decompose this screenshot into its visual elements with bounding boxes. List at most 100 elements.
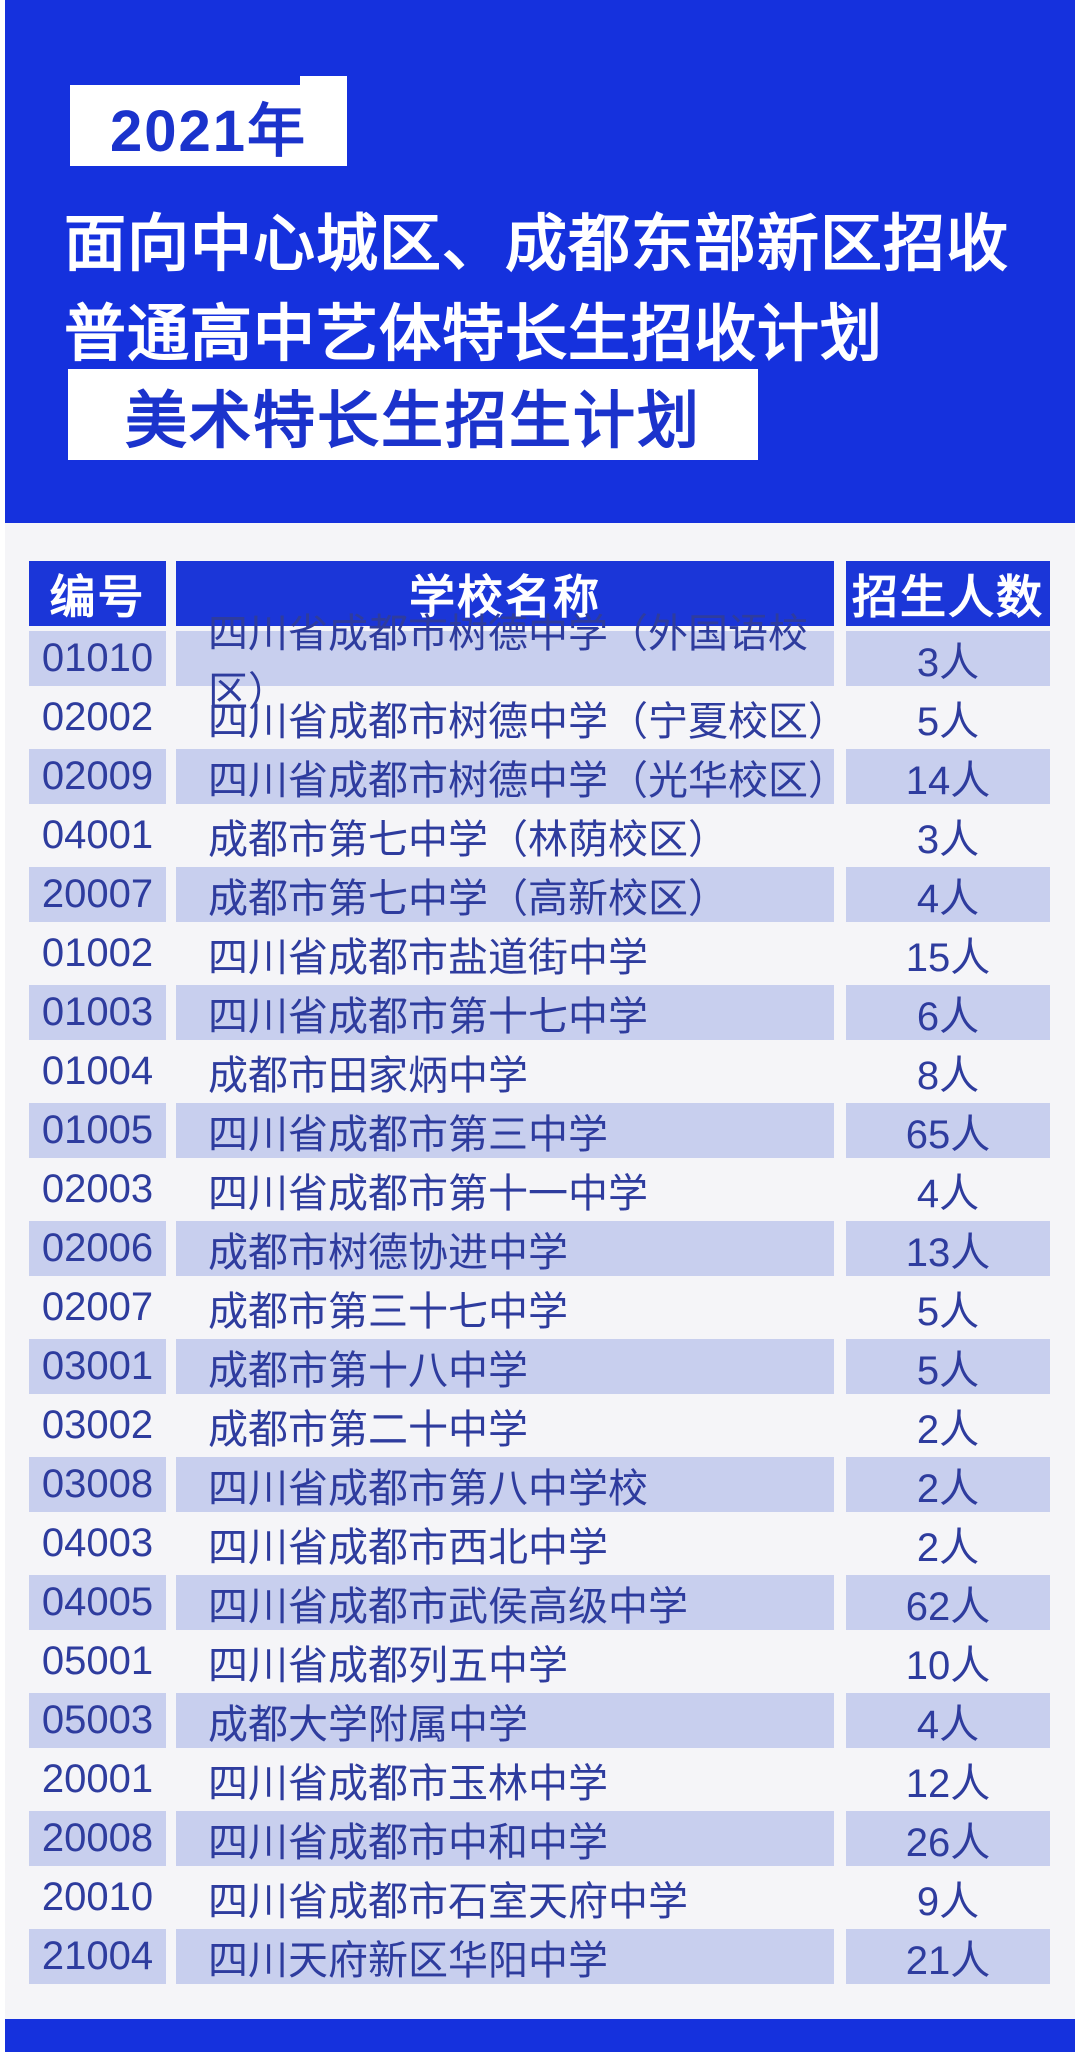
column-gutter: [166, 1101, 176, 1160]
row-school-name: 四川省成都市树德中学（外国语校区）: [176, 612, 834, 714]
row-school-name: 成都市第三十七中学: [208, 1289, 568, 1334]
column-gutter: [166, 1514, 176, 1573]
row-code: 02006: [29, 1221, 166, 1276]
column-gutter: [834, 1927, 846, 1986]
row-student-count: 5人: [846, 1339, 1050, 1394]
column-gutter: [166, 1219, 176, 1278]
column-gutter: [166, 1337, 176, 1396]
column-gutter: [834, 924, 846, 983]
hero-section: 2021年 面向中心城区、成都东部新区招收 普通高中艺体特长生招收计划 美术特长…: [0, 0, 1080, 523]
row-code: 04003: [41, 1521, 154, 1565]
column-gutter: [166, 1455, 176, 1514]
row-code: 02009: [29, 749, 166, 804]
row-code: 01002: [41, 931, 154, 975]
column-gutter: [166, 1573, 176, 1632]
column-gutter: [166, 1278, 176, 1337]
column-gutter: [834, 1278, 846, 1337]
table-row: 02009 四川省成都市树德中学（光华校区） 14人: [29, 747, 1050, 806]
row-student-count: 21人: [846, 1929, 1050, 1984]
content-area: 编号 学校名称 招生人数 01010 四川省成都市树德中学（外国语校区） 3人 020…: [0, 523, 1080, 2019]
column-header-code: 编号: [29, 561, 166, 626]
column-gutter: [166, 688, 176, 747]
row-code: 02007: [41, 1285, 154, 1329]
table-row: 20007 成都市第七中学（高新校区） 4人: [29, 865, 1050, 924]
column-gutter: [834, 1868, 846, 1927]
page-edge-right: [1075, 0, 1080, 2052]
row-code: 21004: [29, 1929, 166, 1984]
row-school-name: 成都市第七中学（高新校区）: [176, 867, 834, 922]
row-student-count: 26人: [846, 1811, 1050, 1866]
table-row: 02006 成都市树德协进中学 13人: [29, 1219, 1050, 1278]
row-school-name: 四川省成都市玉林中学: [208, 1761, 608, 1806]
row-school-name: 成都大学附属中学: [176, 1693, 834, 1748]
row-school-name: 四川天府新区华阳中学: [176, 1929, 834, 1984]
row-student-count: 15人: [905, 935, 991, 980]
column-gutter: [166, 806, 176, 865]
row-school-name: 四川省成都市石室天府中学: [208, 1879, 688, 1924]
table-header-row: 编号 学校名称 招生人数: [29, 561, 1050, 626]
row-student-count: 3人: [916, 817, 980, 862]
row-student-count: 5人: [916, 1289, 980, 1334]
table-row: 05003 成都大学附属中学 4人: [29, 1691, 1050, 1750]
column-gutter: [834, 1514, 846, 1573]
row-school-name: 四川省成都市树德中学（宁夏校区）: [208, 699, 848, 744]
column-gutter: [834, 1632, 846, 1691]
row-school-name: 成都市第二十中学: [208, 1407, 528, 1452]
column-gutter: [166, 1809, 176, 1868]
row-code: 03002: [41, 1403, 154, 1447]
row-school-name: 四川省成都列五中学: [208, 1643, 568, 1688]
table-row: 03002 成都市第二十中学 2人: [29, 1396, 1050, 1455]
column-gutter: [834, 865, 846, 924]
subtitle-badge: 美术特长生招生计划: [68, 369, 758, 460]
column-gutter: [166, 1691, 176, 1750]
row-school-name: 四川省成都市盐道街中学: [208, 935, 648, 980]
column-gutter: [166, 1396, 176, 1455]
column-gutter: [834, 1219, 846, 1278]
column-gutter: [166, 1632, 176, 1691]
table-row: 02003 四川省成都市第十一中学 4人: [29, 1160, 1050, 1219]
row-student-count: 10人: [905, 1643, 991, 1688]
row-student-count: 6人: [846, 985, 1050, 1040]
column-gutter: [834, 1691, 846, 1750]
column-gutter: [166, 1868, 176, 1927]
row-student-count: 12人: [905, 1761, 991, 1806]
table-row: 04001 成都市第七中学（林荫校区） 3人: [29, 806, 1050, 865]
table-row: 04005 四川省成都市武侯高级中学 62人: [29, 1573, 1050, 1632]
column-gutter: [166, 1042, 176, 1101]
column-gutter: [834, 1750, 846, 1809]
row-student-count: 4人: [846, 867, 1050, 922]
row-code: 02003: [41, 1167, 154, 1211]
table-row: 01010 四川省成都市树德中学（外国语校区） 3人: [29, 612, 1050, 714]
page-edge-left: [0, 0, 5, 2052]
row-code: 20008: [29, 1811, 166, 1866]
column-header-school: 学校名称: [176, 561, 834, 626]
column-gutter: [834, 747, 846, 806]
row-code: 01010: [29, 631, 166, 686]
table-row: 04003 四川省成都市西北中学 2人: [29, 1514, 1050, 1573]
table-row: 20008 四川省成都市中和中学 26人: [29, 1809, 1050, 1868]
column-gutter: [166, 983, 176, 1042]
column-header-count: 招生人数: [846, 561, 1050, 626]
table-row: 01004 成都市田家炳中学 8人: [29, 1042, 1050, 1101]
row-code: 03001: [29, 1339, 166, 1394]
footer-bar: [0, 2019, 1080, 2052]
row-student-count: 4人: [846, 1693, 1050, 1748]
row-code: 01004: [41, 1049, 154, 1093]
poster-title-line1: 面向中心城区、成都东部新区招收: [64, 210, 1010, 279]
poster-title-line2: 普通高中艺体特长生招收计划: [64, 300, 884, 369]
table-row: 03008 四川省成都市第八中学校 2人: [29, 1455, 1050, 1514]
table-row: 02002 四川省成都市树德中学（宁夏校区） 5人: [29, 688, 1050, 747]
row-school-name: 成都市第十八中学: [176, 1339, 834, 1394]
row-student-count: 2人: [916, 1525, 980, 1570]
year-badge: 2021年: [70, 76, 347, 166]
column-gutter: [166, 629, 176, 688]
table-row: 20010 四川省成都市石室天府中学 9人: [29, 1868, 1050, 1927]
column-gutter: [834, 1101, 846, 1160]
column-gutter: [166, 1160, 176, 1219]
table-row: 05001 四川省成都列五中学 10人: [29, 1632, 1050, 1691]
table-row: 21004 四川天府新区华阳中学 21人: [29, 1927, 1050, 1986]
admission-table: 编号 学校名称 招生人数 01010 四川省成都市树德中学（外国语校区） 3人 020…: [29, 561, 1050, 1986]
table-row: 02007 成都市第三十七中学 5人: [29, 1278, 1050, 1337]
column-gutter: [834, 629, 846, 688]
row-code: 04001: [41, 813, 154, 857]
